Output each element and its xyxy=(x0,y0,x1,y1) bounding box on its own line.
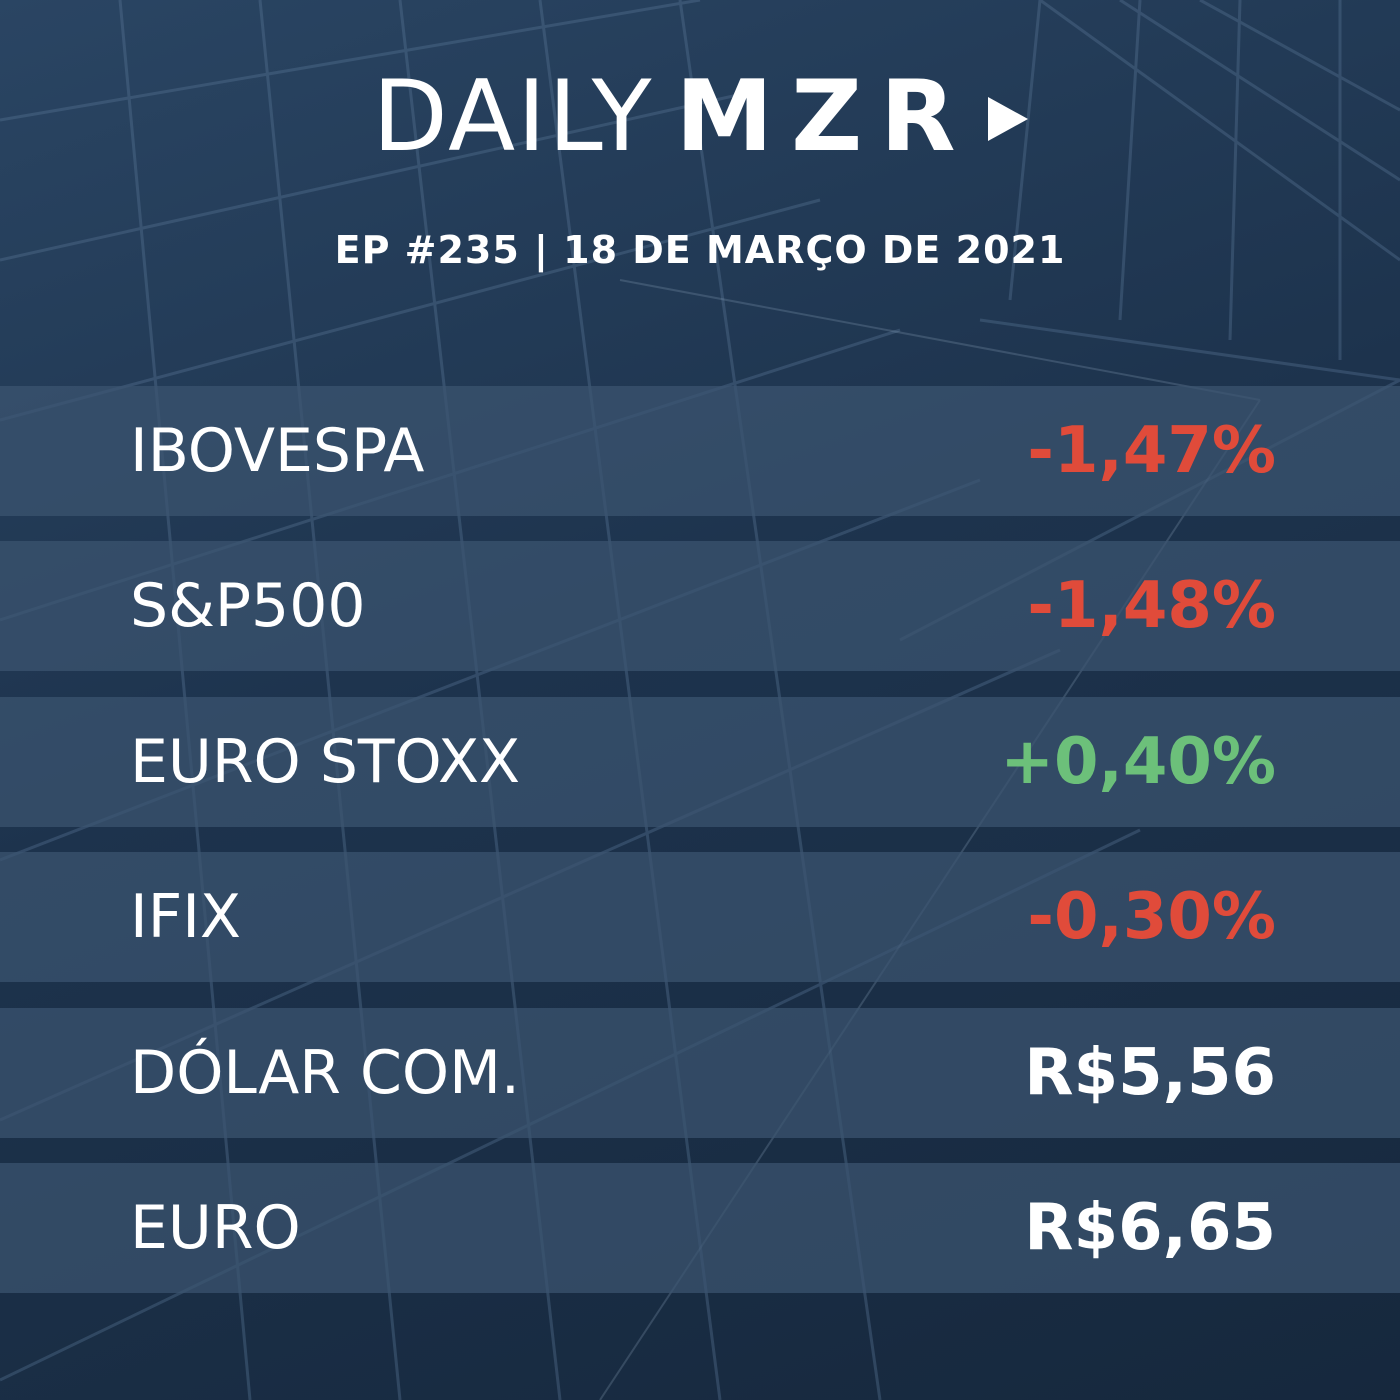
market-row-euro: EURO R$6,65 xyxy=(0,1163,1400,1293)
market-row-dolar: DÓLAR COM. R$5,56 xyxy=(0,1008,1400,1138)
market-row-ifix: IFIX -0,30% xyxy=(0,852,1400,982)
logo-mzr-text: MZR xyxy=(675,60,974,174)
episode-subtitle: EP #235 | 18 DE MARÇO DE 2021 xyxy=(334,228,1066,272)
market-label: IFIX xyxy=(130,882,242,952)
logo-daily-text: DAILY xyxy=(372,60,654,174)
market-label: EURO xyxy=(130,1193,301,1263)
market-value: R$5,56 xyxy=(1024,1036,1276,1110)
market-row-ibovespa: IBOVESPA -1,47% xyxy=(0,386,1400,516)
play-icon xyxy=(987,97,1028,141)
logo: DAILY MZR xyxy=(0,62,1400,172)
market-label: DÓLAR COM. xyxy=(130,1038,520,1108)
market-label: EURO STOXX xyxy=(130,727,521,797)
market-value: R$6,65 xyxy=(1024,1191,1276,1265)
market-label: IBOVESPA xyxy=(130,416,425,486)
market-value: -1,48% xyxy=(1027,569,1276,643)
market-row-sp500: S&P500 -1,48% xyxy=(0,541,1400,671)
market-label: S&P500 xyxy=(130,571,366,641)
market-value: -0,30% xyxy=(1027,880,1276,954)
market-row-euro-stoxx: EURO STOXX +0,40% xyxy=(0,697,1400,827)
market-value: +0,40% xyxy=(1000,725,1276,799)
market-value: -1,47% xyxy=(1027,414,1276,488)
